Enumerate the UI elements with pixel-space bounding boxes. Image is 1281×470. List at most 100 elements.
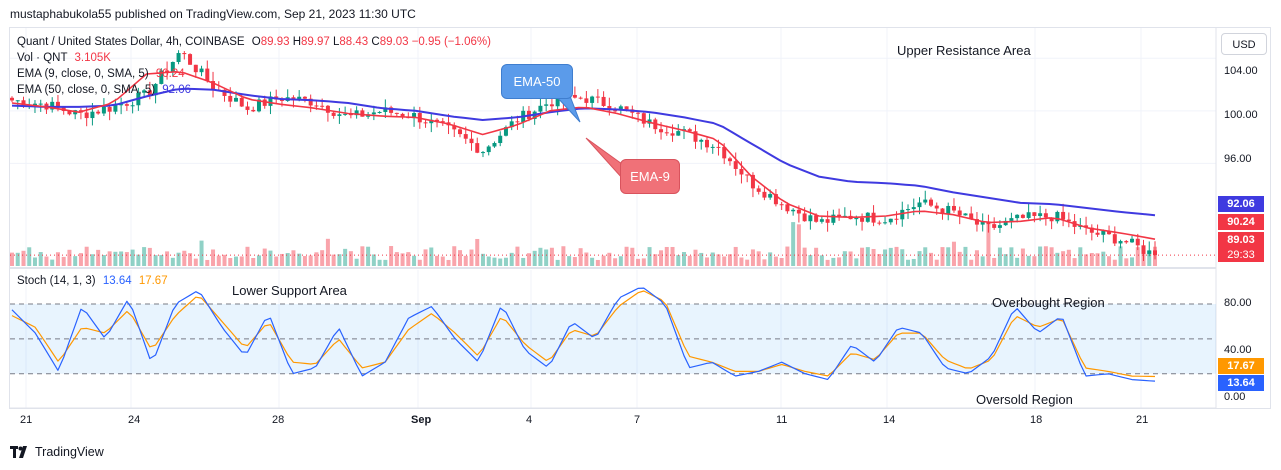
- volume-bars: [10, 222, 1157, 266]
- tradingview-logo[interactable]: TradingView: [10, 445, 104, 459]
- candle-body: [1153, 250, 1157, 256]
- candle-body: [176, 53, 181, 63]
- volume-bar: [130, 249, 135, 266]
- stoch-tick-80: 80.00: [1224, 297, 1252, 309]
- candle-body: [762, 191, 767, 198]
- candle-body: [1124, 241, 1129, 243]
- volume-bar: [934, 259, 939, 266]
- candle-body: [710, 146, 715, 148]
- volume-bar: [216, 255, 221, 266]
- candle-body: [963, 213, 968, 216]
- candle-body: [659, 129, 664, 133]
- candle-body: [486, 146, 491, 153]
- volume-bar: [538, 247, 543, 266]
- volume-bar: [888, 247, 893, 266]
- candle-body: [492, 143, 497, 147]
- volume-bar: [193, 258, 198, 266]
- volume-bar: [871, 248, 876, 266]
- volume-bar: [211, 249, 216, 266]
- volume-bar: [509, 252, 514, 266]
- candle-body: [1026, 212, 1031, 218]
- time-label-14: 14: [883, 414, 896, 426]
- volume-bar: [142, 247, 147, 266]
- candle-body: [412, 113, 417, 119]
- candle-body: [1130, 238, 1135, 243]
- stoch-d-tag: 17.67: [1218, 358, 1264, 374]
- volume-bar: [883, 249, 888, 266]
- candle-body: [900, 209, 905, 220]
- volume-bar: [274, 256, 279, 266]
- volume-label: Vol · QNT: [17, 52, 68, 64]
- ema50-series: [11, 87, 1156, 217]
- candle-body: [888, 218, 893, 223]
- candle-body: [1032, 212, 1037, 216]
- candle-body: [308, 98, 313, 106]
- candle-body: [641, 113, 646, 124]
- ema9-callout-pointer: [585, 137, 623, 180]
- candle-body: [32, 103, 37, 106]
- volume-bar: [1061, 251, 1066, 266]
- candle-body: [400, 113, 405, 117]
- volume-bar: [963, 246, 968, 266]
- volume-bar: [791, 222, 796, 266]
- volume-bar: [228, 257, 233, 266]
- candle-body: [503, 127, 508, 136]
- volume-bar: [1118, 246, 1123, 266]
- time-label-21b: 21: [1136, 414, 1149, 426]
- time-label-sep: Sep: [411, 414, 432, 426]
- volume-bar: [90, 254, 95, 266]
- candle-body: [1066, 219, 1071, 222]
- volume-bar: [917, 251, 922, 266]
- volume-bar: [613, 258, 618, 266]
- volume-bar: [423, 249, 428, 266]
- volume-bar: [165, 251, 170, 266]
- ema50-callout: EMA-50: [501, 64, 573, 99]
- candle-body: [670, 133, 675, 136]
- volume-bar: [458, 250, 463, 266]
- candle-body: [107, 106, 112, 112]
- volume-bar: [756, 251, 761, 266]
- volume-bar: [825, 259, 830, 266]
- volume-bar: [1032, 256, 1037, 266]
- candle-body: [664, 132, 669, 134]
- volume-bar: [107, 251, 112, 266]
- volume-bar: [911, 258, 916, 266]
- candle-body: [343, 113, 348, 115]
- volume-bar: [693, 249, 698, 266]
- volume-bar: [498, 258, 503, 266]
- volume-bar: [745, 259, 750, 266]
- volume-bar: [1026, 255, 1031, 266]
- volume-bar: [452, 246, 457, 266]
- volume-bar: [320, 250, 325, 266]
- volume-bar: [50, 259, 55, 266]
- stoch-legend: Stoch (14, 1, 3) 13.64 17.67: [17, 273, 168, 289]
- volume-bar: [997, 247, 1002, 266]
- volume-bar: [285, 253, 290, 266]
- candle-body: [595, 96, 600, 98]
- volume-bar: [670, 246, 675, 266]
- volume-bar: [567, 256, 572, 266]
- candle-body: [773, 194, 778, 205]
- ema9-price-tag: 90.24: [1218, 214, 1264, 230]
- currency-button[interactable]: USD: [1221, 33, 1267, 55]
- candle-body: [463, 134, 468, 139]
- volume-bar: [84, 246, 89, 266]
- candle-body: [704, 139, 709, 148]
- volume-bar: [584, 252, 589, 266]
- volume-value: 3.105K: [74, 52, 111, 64]
- candle-body: [84, 112, 89, 119]
- candle-body: [584, 98, 589, 103]
- candle-body: [256, 99, 261, 112]
- volume-bar: [526, 253, 531, 266]
- volume-bar: [21, 250, 26, 266]
- candle-body: [205, 68, 210, 82]
- volume-bar: [957, 251, 962, 266]
- candle-body: [676, 131, 681, 136]
- candle-body: [911, 207, 916, 210]
- candle-body: [814, 215, 819, 222]
- candle-body: [262, 99, 267, 106]
- candle-body: [831, 214, 836, 223]
- candle-body: [452, 125, 457, 130]
- volume-bar: [469, 249, 474, 266]
